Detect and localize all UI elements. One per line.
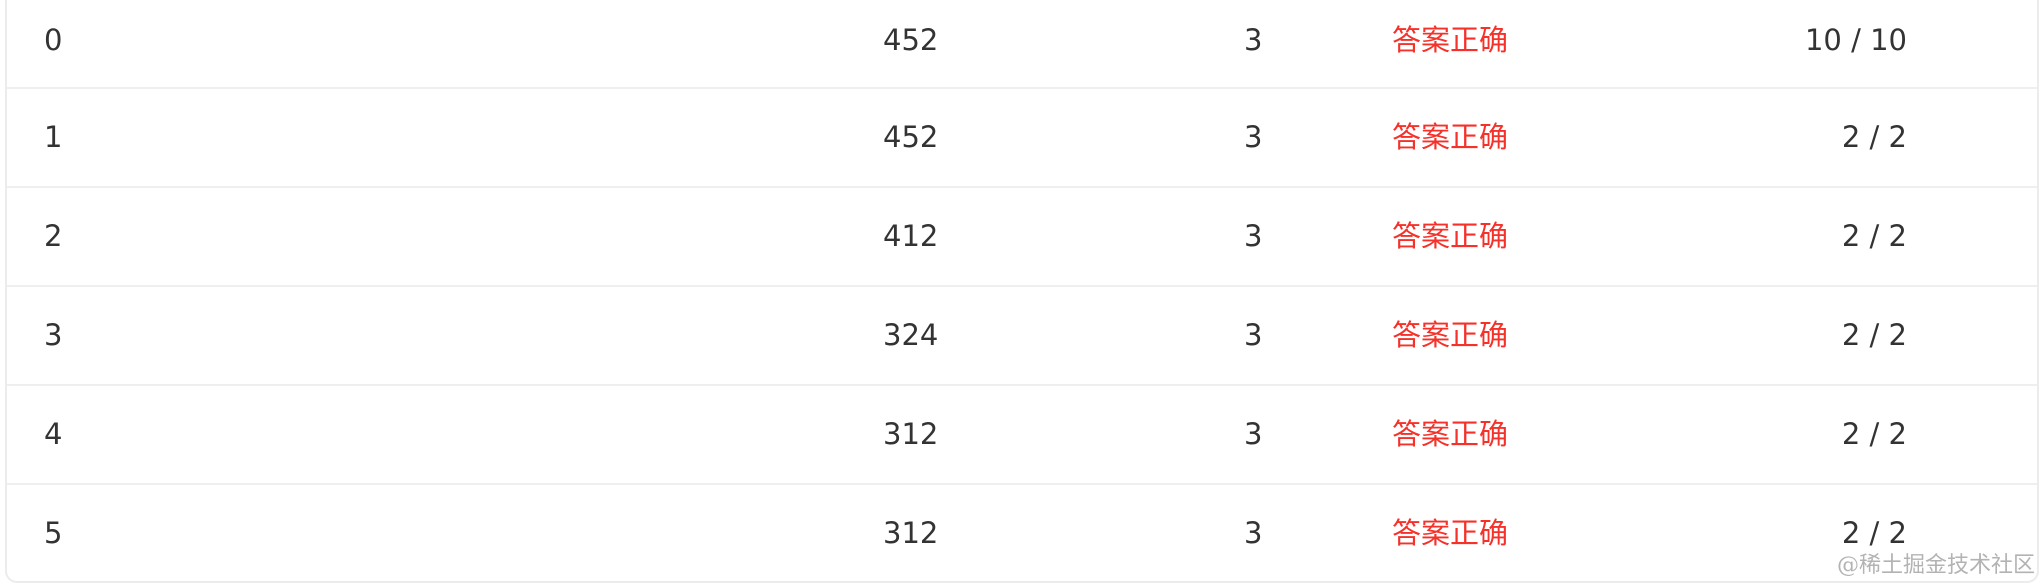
score-cell: 452 [883,23,939,57]
index-cell: 4 [44,417,63,451]
watermark: @稀土掘金技术社区 [1836,553,2035,578]
score-cell: 324 [883,318,939,352]
score-cell: 312 [883,417,939,451]
index-cell: 3 [44,318,63,352]
status-cell: 答案正确 [1392,23,1509,57]
index-cell: 0 [44,23,63,57]
index-cell: 5 [44,516,63,550]
pass-cell: 2 / 2 [1841,516,1907,550]
table-row: 4 312 3 答案正确 2 / 2 [7,386,2037,485]
count-cell: 3 [1244,120,1263,154]
status-cell: 答案正确 [1392,516,1509,550]
index-cell: 2 [44,219,63,253]
count-cell: 3 [1244,516,1263,550]
score-cell: 452 [883,120,939,154]
pass-cell: 2 / 2 [1841,318,1907,352]
pass-cell: 10 / 10 [1804,23,1907,57]
results-table: 0 452 3 答案正确 10 / 10 1 452 3 答案正确 2 / 2 2 412 3 答案正确 2… [5,0,2039,583]
score-cell: 412 [883,219,939,253]
pass-cell: 2 / 2 [1841,120,1907,154]
count-cell: 3 [1244,23,1263,57]
count-cell: 3 [1244,219,1263,253]
pass-cell: 2 / 2 [1841,219,1907,253]
table-row: 5 312 3 答案正确 2 / 2 [7,485,2037,584]
status-cell: 答案正确 [1392,318,1509,352]
index-cell: 1 [44,120,63,154]
status-cell: 答案正确 [1392,219,1509,253]
status-cell: 答案正确 [1392,417,1509,451]
table-row: 3 324 3 答案正确 2 / 2 [7,287,2037,386]
table-row: 1 452 3 答案正确 2 / 2 [7,89,2037,188]
table-row: 0 452 3 答案正确 10 / 10 [7,0,2037,89]
score-cell: 312 [883,516,939,550]
count-cell: 3 [1244,318,1263,352]
count-cell: 3 [1244,417,1263,451]
status-cell: 答案正确 [1392,120,1509,154]
pass-cell: 2 / 2 [1841,417,1907,451]
table-row: 2 412 3 答案正确 2 / 2 [7,188,2037,287]
